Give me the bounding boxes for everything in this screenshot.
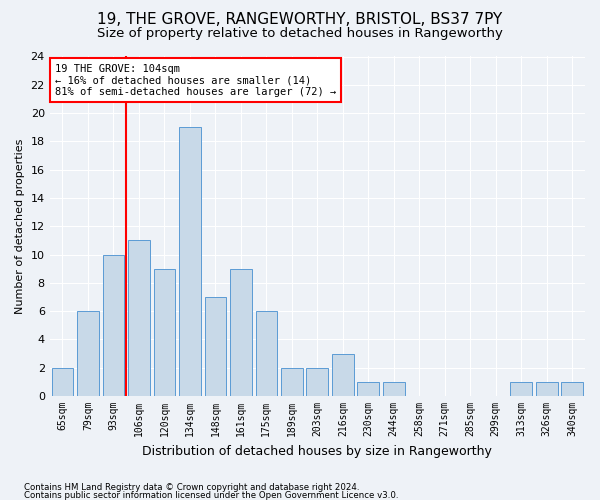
Bar xyxy=(128,240,150,396)
Bar xyxy=(205,297,226,396)
Bar xyxy=(52,368,73,396)
Bar xyxy=(562,382,583,396)
Bar xyxy=(154,268,175,396)
Bar xyxy=(103,254,124,396)
Text: 19 THE GROVE: 104sqm
← 16% of detached houses are smaller (14)
81% of semi-detac: 19 THE GROVE: 104sqm ← 16% of detached h… xyxy=(55,64,336,97)
Text: Contains public sector information licensed under the Open Government Licence v3: Contains public sector information licen… xyxy=(24,490,398,500)
X-axis label: Distribution of detached houses by size in Rangeworthy: Distribution of detached houses by size … xyxy=(142,444,492,458)
Bar xyxy=(332,354,353,396)
Bar xyxy=(383,382,404,396)
Bar xyxy=(230,268,251,396)
Bar xyxy=(307,368,328,396)
Bar xyxy=(281,368,302,396)
Y-axis label: Number of detached properties: Number of detached properties xyxy=(15,138,25,314)
Bar xyxy=(179,127,201,396)
Text: Size of property relative to detached houses in Rangeworthy: Size of property relative to detached ho… xyxy=(97,28,503,40)
Bar xyxy=(358,382,379,396)
Bar xyxy=(536,382,557,396)
Bar xyxy=(511,382,532,396)
Bar xyxy=(77,311,99,396)
Bar xyxy=(256,311,277,396)
Text: Contains HM Land Registry data © Crown copyright and database right 2024.: Contains HM Land Registry data © Crown c… xyxy=(24,484,359,492)
Text: 19, THE GROVE, RANGEWORTHY, BRISTOL, BS37 7PY: 19, THE GROVE, RANGEWORTHY, BRISTOL, BS3… xyxy=(97,12,503,28)
